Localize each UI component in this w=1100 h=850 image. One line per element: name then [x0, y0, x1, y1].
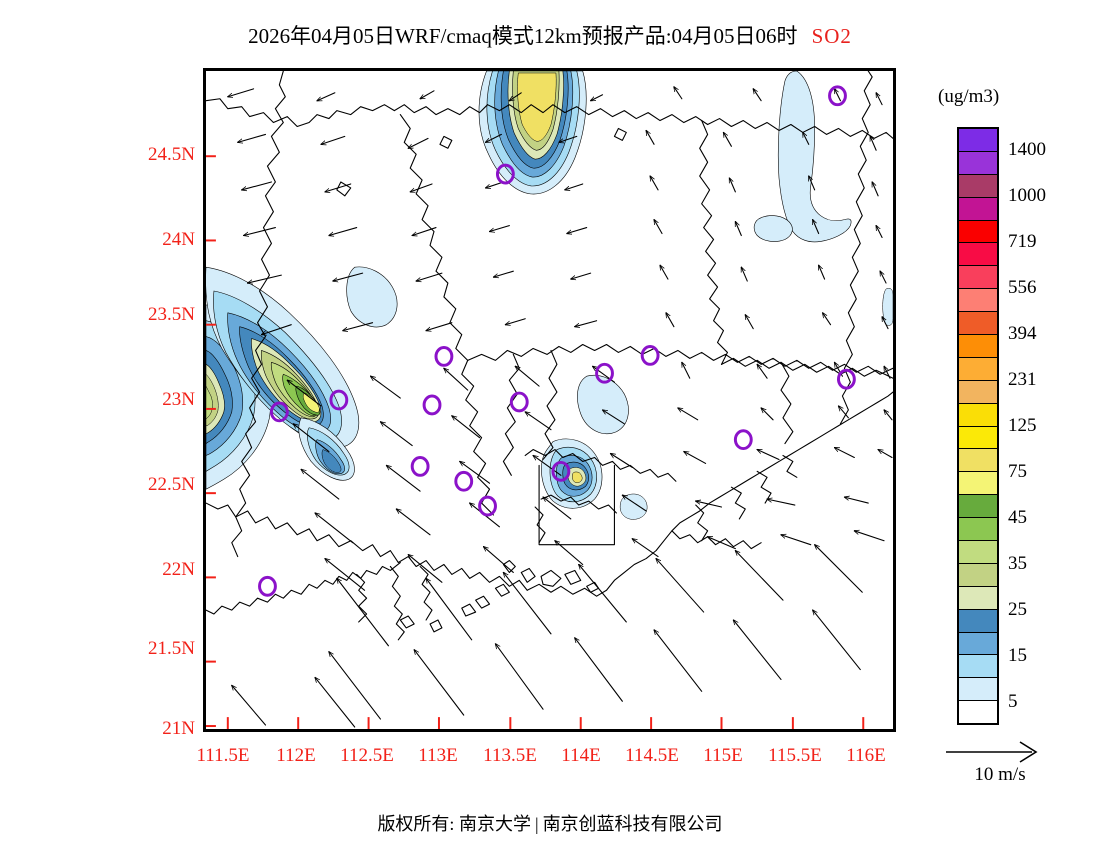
delta-plume [541, 438, 603, 509]
x-tick-label: 112.5E [340, 745, 394, 766]
colorbar-tick-label: 719 [1008, 231, 1037, 252]
footer-separator: | [534, 814, 539, 834]
colorbar-segment [959, 518, 997, 542]
colorbar-segment [959, 403, 997, 427]
colorbar-segment [959, 609, 997, 633]
colorbar-segment [959, 357, 997, 381]
y-tick-label: 24N [162, 229, 195, 250]
wind-arrow-icon [946, 741, 1038, 763]
wind-scale-label: 10 m/s [974, 764, 1026, 785]
x-tick-label: 111.5E [196, 745, 250, 766]
colorbar-segment [959, 586, 997, 610]
colorbar-tick-label: 35 [1008, 553, 1027, 574]
east-offshore-patch [753, 71, 852, 243]
city-marker [828, 85, 847, 107]
y-tick-label: 21.5N [148, 638, 195, 659]
footer-company-text: 南京创蓝科技有限公司 [542, 814, 723, 834]
city-marker [410, 455, 430, 477]
colorbar-segment [959, 426, 997, 450]
x-tick-label: 116E [846, 745, 886, 766]
city-markers[interactable] [258, 85, 856, 597]
city-marker [422, 394, 442, 416]
city-marker [269, 401, 289, 423]
wind-scale-key: 10 m/s [940, 738, 1070, 798]
colorbar-tick-label: 1000 [1008, 185, 1046, 206]
footer-copyright: 版权所有: 南京大学 | 南京创蓝科技有限公司 [0, 810, 1100, 836]
colorbar-segment [959, 266, 997, 290]
page-title: 2026年04月05日WRF/cmaq模式12km预报产品:04月05日06时 S… [0, 20, 1100, 50]
wind-vectors [228, 87, 893, 728]
city-marker [258, 575, 277, 597]
city-marker [551, 460, 571, 482]
y-tick-label: 24.5N [148, 144, 195, 165]
hk-small-patch [619, 493, 648, 520]
contour-fills [206, 71, 893, 520]
city-marker [836, 368, 856, 390]
colorbar-tick-label: 1400 [1008, 139, 1046, 160]
x-tick-label: 113.5E [483, 745, 537, 766]
colorbar-segment [959, 220, 997, 244]
colorbar-tick-label: 394 [1008, 323, 1037, 344]
colorbar-segment [959, 472, 997, 496]
colorbar-segment [959, 701, 997, 724]
colorbar-segment [959, 243, 997, 267]
light-patch-east [577, 374, 629, 434]
colorbar-segment [959, 563, 997, 587]
x-tick-label: 114.5E [625, 745, 679, 766]
colorbar-segment [959, 655, 997, 679]
colorbar-segment [959, 449, 997, 473]
x-tick-label: 113E [418, 745, 458, 766]
colorbar-tick-label: 15 [1008, 645, 1027, 666]
x-tick-label: 114E [561, 745, 601, 766]
y-tick-label: 23.5N [148, 304, 195, 325]
colorbar-segment [959, 129, 997, 152]
title-text: 2026年04月05日WRF/cmaq模式12km预报产品:04月05日06时 [248, 24, 798, 48]
colorbar-segment [959, 495, 997, 519]
colorbar-tick-labels: 1400 1000 719 556 394 231 125 75 45 35 25 15 5 [1003, 127, 1098, 725]
y-tick-label: 23N [162, 389, 195, 410]
footer-copyright-text: 版权所有: 南京大学 [377, 814, 531, 834]
city-marker [509, 391, 529, 413]
city-marker [495, 163, 515, 185]
city-marker [478, 495, 497, 517]
map-plot-area[interactable] [203, 68, 896, 732]
x-tick-label: 115.5E [768, 745, 822, 766]
colorbar[interactable] [957, 127, 999, 725]
colorbar-tick-label: 125 [1008, 415, 1037, 436]
colorbar-segment [959, 632, 997, 656]
x-tick-label: 112E [276, 745, 316, 766]
colorbar-tick-label: 231 [1008, 369, 1037, 390]
title-species: SO2 [811, 24, 852, 48]
colorbar-segment [959, 380, 997, 404]
y-tick-label: 21N [162, 718, 195, 739]
north-plume [478, 71, 587, 195]
colorbar-tick-label: 25 [1008, 599, 1027, 620]
colorbar-segment [959, 174, 997, 198]
colorbar-segment [959, 541, 997, 564]
colorbar-tick-label: 75 [1008, 461, 1027, 482]
city-marker [640, 345, 660, 366]
city-marker [454, 470, 474, 492]
city-marker [733, 429, 753, 451]
colorbar-segment [959, 197, 997, 221]
y-tick-label: 22.5N [148, 474, 195, 495]
colorbar-tick-label: 45 [1008, 507, 1027, 528]
axis-ticks [206, 155, 865, 729]
colorbar-segment [959, 289, 997, 313]
colorbar-units-label: (ug/m3) [938, 86, 1000, 107]
colorbar-segment [959, 312, 997, 336]
map-canvas [206, 71, 893, 729]
city-marker [595, 362, 614, 384]
colorbar-segment [959, 151, 997, 175]
colorbar-tick-label: 5 [1008, 691, 1018, 712]
city-marker [434, 345, 454, 367]
x-tick-label: 115E [703, 745, 743, 766]
light-patch-north [346, 266, 398, 328]
colorbar-tick-label: 556 [1008, 277, 1037, 298]
colorbar-segment [959, 678, 997, 702]
colorbar-segment [959, 335, 997, 358]
city-marker [329, 389, 349, 411]
y-tick-label: 22N [162, 559, 195, 580]
